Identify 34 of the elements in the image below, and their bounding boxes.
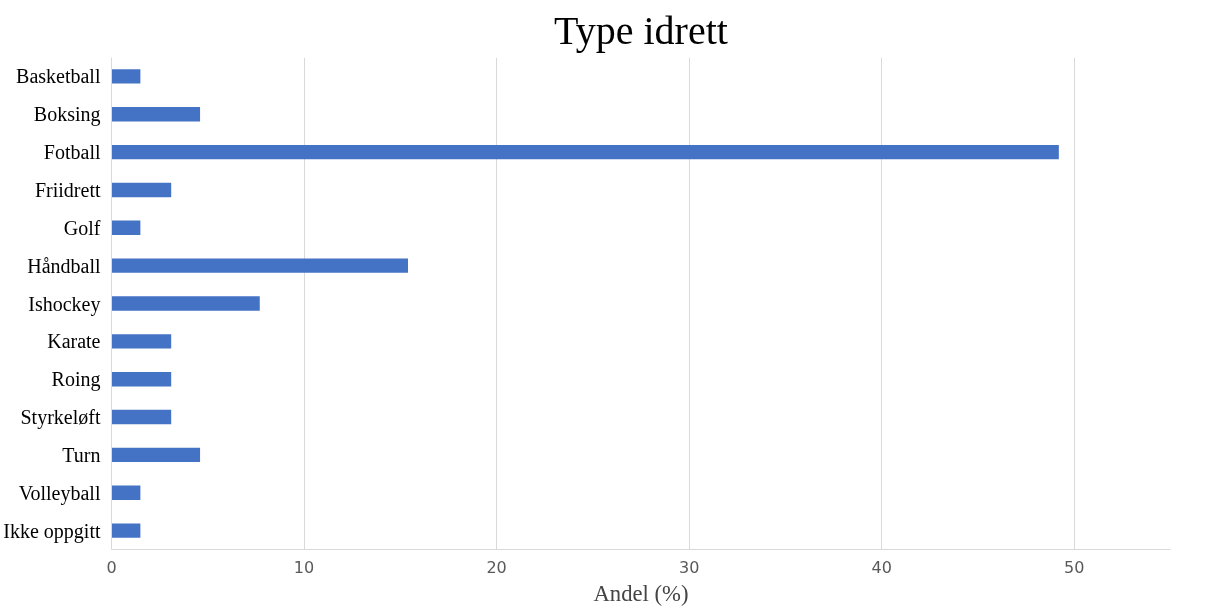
y-tick-label: Styrkeløft [20,406,101,430]
bar [111,220,141,235]
bar [111,447,201,463]
x-tick-label: 0 [106,557,117,577]
bar [111,523,141,538]
bar [111,296,260,311]
y-tick-label: Ikke oppgitt [3,519,101,543]
y-tick-label: Karate [47,330,101,353]
chart-title: Type idrett [554,7,728,53]
y-tick-label: Fotball [43,141,101,164]
x-tick-label: 20 [486,557,507,577]
y-tick-label: Håndball [27,254,101,277]
bar [111,144,1059,160]
bar [111,107,201,122]
x-tick-label: 50 [1064,557,1085,577]
x-tick-label: 30 [678,557,700,577]
bar [111,409,172,425]
bar [111,69,141,84]
y-tick-label: Roing [51,368,101,392]
x-tick-label: 10 [293,557,315,577]
y-tick-label: Friidrett [34,178,101,201]
x-axis-title: Andel (%) [593,580,689,606]
y-tick-label: Boksing [33,103,101,127]
y-tick-label: Volleyball [18,481,101,505]
bar [111,334,172,349]
y-tick-label: Ishockey [28,292,101,316]
y-tick-label: Basketball [16,65,101,88]
bar [111,372,172,387]
bar [111,258,409,273]
x-tick-label: 40 [871,557,892,577]
y-tick-label: Golf [63,216,101,239]
y-tick-label: Turn [62,443,101,466]
bar [111,485,141,500]
bar [111,182,172,198]
